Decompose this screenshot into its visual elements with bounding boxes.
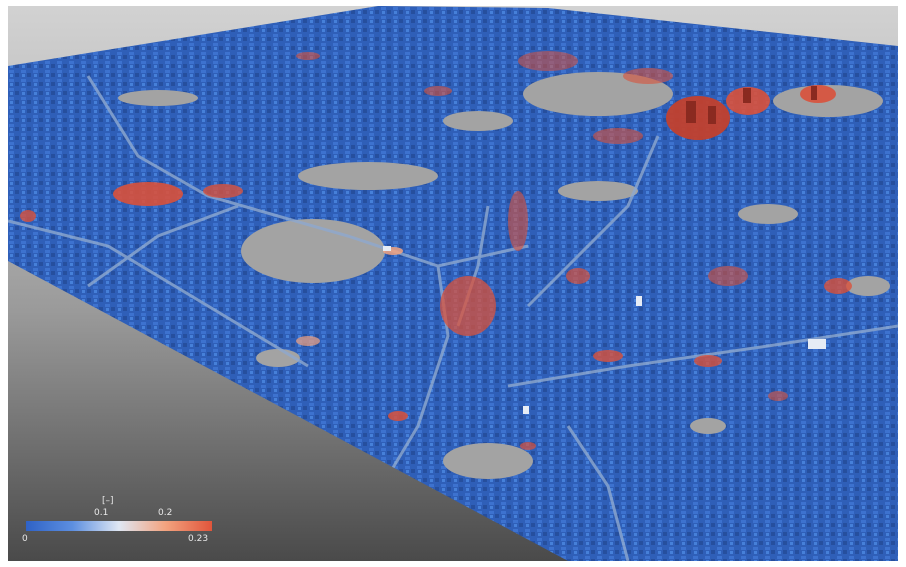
visualization-frame: [–] 0.1 0.2 0 0.23 [8,6,898,561]
colorbar-unit: [–] [102,496,114,506]
high-value-peaks [686,86,817,124]
colorbar-min-label: 0 [22,534,28,544]
street-corridors [8,75,898,561]
colorbar-tick-0-2: 0.2 [158,508,173,518]
white-buildings [383,246,826,414]
colorbar [26,521,212,531]
city-3d-map [8,6,898,561]
colorbar-max-label: 0.23 [188,534,209,544]
colorbar-tick-0-1: 0.1 [94,508,109,518]
